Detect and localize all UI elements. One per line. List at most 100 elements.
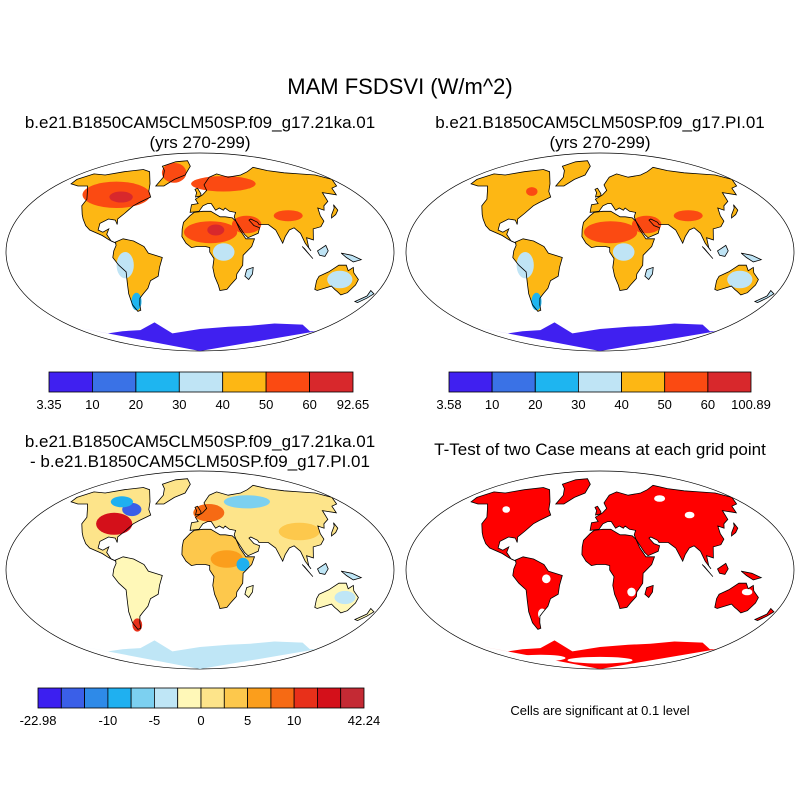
coastline-new-guinea [340,252,363,263]
coastline-madagascar [244,266,254,281]
colorbar-pi-swatch-3 [577,371,622,393]
coastline-borneo [716,244,729,257]
field-sahel-increase [210,550,243,568]
field-patagonia-low [531,292,542,311]
field-australia-low [327,270,353,289]
colorbar-pi-swatch-5 [664,371,709,393]
colorbar-21ka-label: 50 [259,397,273,412]
land-antarctica [72,640,317,669]
coastline-africa [581,528,656,609]
coastline-australia [714,582,759,614]
coastline-borneo [716,562,729,575]
colorbar-difference-label: -22.98 [20,713,57,728]
coastline-eurasia [189,484,338,570]
land-new-guinea [741,571,762,580]
coastline-greenland [554,160,591,187]
coastline-south-america [112,556,163,630]
colorbar-pi-label: 3.58 [436,397,461,412]
colorbar-difference: -22.98 -10 -5 0 5 10 42.24 [20,687,381,728]
field-australia-decrease [334,590,356,605]
land-madagascar [244,585,254,598]
colorbar-21ka: 3.35 10 20 30 40 50 60 92.65 [36,371,369,412]
nonsignificant-cell-9 [515,654,566,662]
map-frame [405,470,795,670]
coastline-north-america [470,169,552,244]
land-antarctica [72,322,317,351]
land-greenland [155,478,191,504]
colorbar-pi-label: 10 [485,397,499,412]
land-africa [181,529,255,609]
coastline-south-america [512,238,563,312]
panel-title-pi-years: (yrs 270-299) [549,133,651,152]
panel-title-diff-case-b: - b.e21.B1850CAM5CLM50SP.f09_g17.PI.01 [30,452,370,471]
colorbar-difference-swatch-11 [293,687,318,709]
panel-title-diff-case-a: b.e21.B1850CAM5CLM50SP.f09_g17.21ka.01 [24,432,376,451]
colorbar-difference-swatch-5 [153,687,179,709]
colorbar-difference-swatch-9 [247,687,272,709]
land-eurasia [190,485,337,569]
field-congo-low [612,243,635,261]
colorbar-21ka-label: 10 [85,397,99,412]
colorbar-pi-swatch-6 [707,371,752,393]
panel-title-21ka-case: b.e21.B1850CAM5CLM50SP.f09_g17.21ka.01 [24,113,376,132]
field-siberia-decrease [223,495,270,509]
nonsignificant-cell-4 [658,544,668,552]
coastline-madagascar [644,584,654,599]
coastline-britain [594,505,602,516]
colorbar-21ka-swatch-6 [309,371,354,393]
coastline-new-guinea [340,570,363,581]
colorbar-21ka-swatch-4 [222,371,267,393]
land-madagascar [244,267,254,280]
colorbar-pi-swatch-0 [448,371,493,393]
field-asia-increase [278,522,320,541]
colorbar-pi-label: 100.89 [731,397,771,412]
colorbar-difference-swatch-7 [200,687,225,709]
land-madagascar [644,585,654,598]
land-britain [595,506,601,515]
panel-title-ttest: T-Test of two Case means at each grid po… [434,440,766,459]
field-tibet-high [273,210,303,222]
colorbar-pi-label: 40 [614,397,628,412]
nonsignificant-cell-2 [684,511,695,519]
colorbar-difference-swatch-8 [223,687,249,709]
field-amazon-low [116,252,134,279]
colorbar-pi-label: 50 [657,397,671,412]
coastline-borneo [316,244,329,257]
land-borneo [317,563,329,575]
coastline-australia [714,264,759,296]
colorbar-difference-label: 42.24 [348,713,381,728]
map-frame [405,152,795,352]
nonsignificant-cell-1 [627,587,636,597]
colorbar-difference-label: -5 [149,713,161,728]
significance-note: Cells are significant at 0.1 level [510,703,690,718]
land-britain [195,188,201,197]
coastline-greenland [554,478,591,505]
land-madagascar [644,267,654,280]
colorbar-pi-swatch-4 [621,371,666,393]
coastline-eurasia [589,484,738,570]
coastline-africa [581,210,656,291]
land-japan [731,204,738,218]
nonsignificant-cell-3 [502,506,510,513]
colorbar-pi: 3.58 10 20 30 40 50 60 100.89 [436,371,771,412]
land-japan [731,522,738,536]
colorbar-pi-label: 60 [701,397,715,412]
panel-title-pi-case: b.e21.B1850CAM5CLM50SP.f09_g17.PI.01 [435,113,765,132]
land-eurasia [590,167,737,251]
coastline-south-america [512,556,563,630]
field-patagonia-low [131,292,142,311]
coastline-australia [314,582,359,614]
colorbar-pi-label: 30 [571,397,585,412]
panel-title-21ka-years: (yrs 270-299) [149,133,251,152]
coastline-eurasia [589,166,738,252]
coastline-britain [194,505,202,516]
field-arabia-high [631,215,662,234]
colorbar-difference-label: 10 [287,713,301,728]
map-frame [5,470,395,670]
land-new-guinea [741,253,762,262]
colorbar-difference-swatch-13 [340,687,365,709]
coastline-sumatra [301,564,314,577]
field-tibet-high [673,210,703,222]
colorbar-difference-swatch-12 [316,687,342,709]
coastline-britain [594,187,602,198]
